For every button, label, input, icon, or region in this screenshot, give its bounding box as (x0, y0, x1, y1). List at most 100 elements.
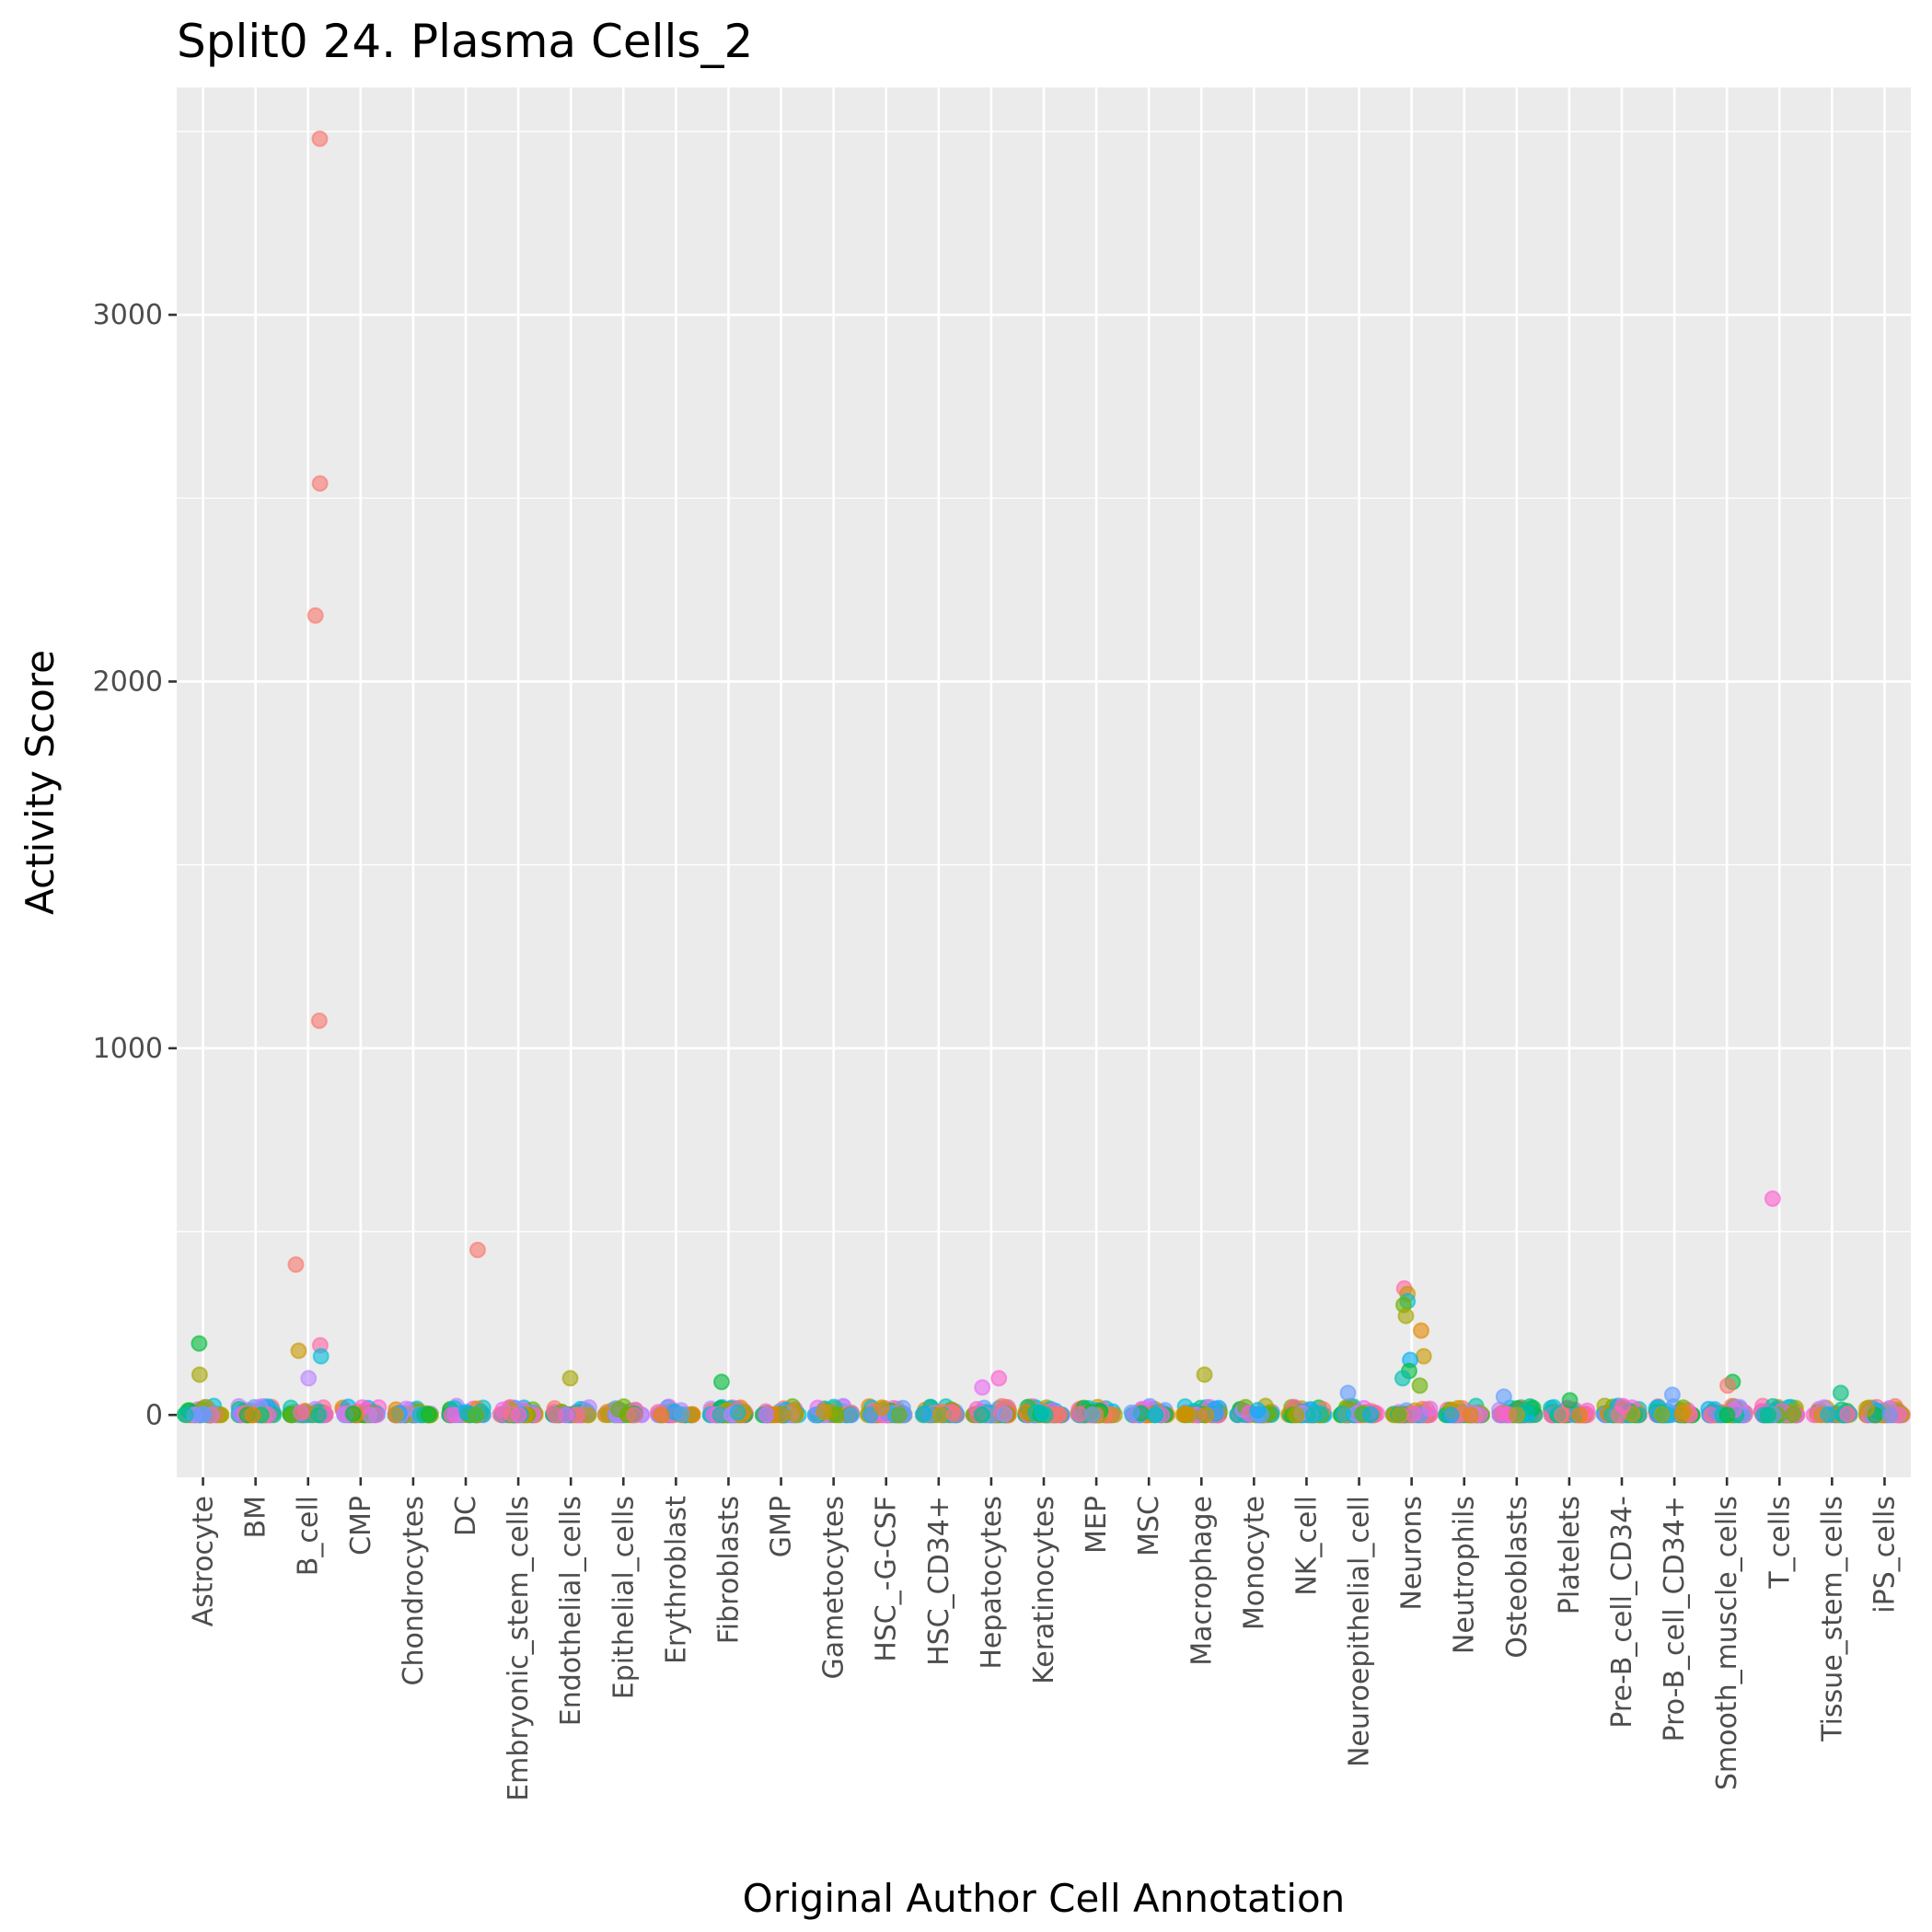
data-point (1462, 1406, 1479, 1424)
y-axis: 0 1000 2000 3000 (93, 299, 177, 1431)
x-tick-label: HSC_CD34+ (923, 1496, 955, 1666)
x-tick-label: BM (240, 1496, 272, 1538)
y-tick-label: 0 (145, 1399, 163, 1431)
x-tick-label: Pre-B_cell_CD34- (1606, 1496, 1638, 1729)
data-point-outlier (1832, 1384, 1849, 1402)
data-point-outlier (311, 475, 329, 492)
data-point (974, 1406, 991, 1424)
data-point (1034, 1405, 1051, 1422)
x-tick-label: MEP (1081, 1496, 1113, 1554)
data-point-outlier (1411, 1377, 1429, 1394)
data-point-outlier (1196, 1366, 1213, 1383)
data-point-outlier (712, 1373, 730, 1391)
data-point (996, 1406, 1013, 1423)
data-point (1614, 1397, 1632, 1415)
data-point (547, 1406, 564, 1424)
data-point (292, 1404, 309, 1421)
data-point (177, 1406, 194, 1424)
data-point-outlier (1339, 1384, 1357, 1402)
x-tick-label: GMP (766, 1496, 798, 1557)
y-tick-label: 3000 (93, 299, 163, 331)
x-tick-label: Keratinocytes (1028, 1496, 1060, 1684)
x-tick-label: Gametocytes (818, 1496, 850, 1680)
data-point-outlier (191, 1366, 208, 1383)
data-point-outlier (1764, 1190, 1781, 1208)
data-point (1405, 1406, 1422, 1423)
x-tick-label: Hepatocytes (976, 1496, 1008, 1670)
data-point (1361, 1406, 1379, 1423)
data-point (626, 1406, 643, 1424)
x-tick-label: HSC_-G-CSF (871, 1496, 903, 1662)
data-point (1288, 1406, 1305, 1424)
data-point-outlier (290, 1342, 307, 1359)
x-tick-label: Smooth_muscle_cells (1711, 1496, 1743, 1790)
data-point (1718, 1406, 1736, 1424)
data-point (758, 1406, 775, 1424)
data-point (1491, 1406, 1509, 1424)
data-point (1509, 1406, 1526, 1424)
x-tick-label: MSC (1133, 1496, 1165, 1556)
data-point (492, 1406, 509, 1423)
data-point-outlier (307, 607, 324, 624)
data-point (387, 1406, 404, 1424)
x-tick-label: Epithelial_cells (607, 1496, 640, 1699)
data-point-outlier (990, 1370, 1008, 1387)
data-point-outlier (1561, 1392, 1579, 1409)
chart-title: Split0 24. Plasma Cells_2 (177, 15, 753, 68)
data-point (1442, 1406, 1460, 1424)
x-tick-label: Platelets (1554, 1496, 1586, 1614)
data-point (932, 1406, 950, 1424)
data-point (1197, 1406, 1215, 1424)
data-point-outlier (1663, 1386, 1681, 1404)
data-point-outlier (1394, 1370, 1411, 1387)
data-point-outlier (561, 1370, 579, 1387)
data-point (772, 1406, 790, 1424)
x-tick-label: iPS_cells (1868, 1496, 1901, 1614)
data-point (729, 1404, 746, 1421)
y-tick-label: 2000 (93, 665, 163, 698)
data-point-outlier (1415, 1348, 1432, 1365)
x-tick-label: Macrophage (1186, 1496, 1218, 1666)
x-axis-title: Original Author Cell Annotation (743, 1876, 1346, 1921)
x-tick-label: Erythroblast (660, 1496, 692, 1664)
data-point (1760, 1406, 1777, 1424)
x-tick-label: Neurons (1396, 1496, 1429, 1611)
data-point (1857, 1400, 1875, 1417)
data-point (1553, 1406, 1570, 1424)
data-point (1653, 1406, 1671, 1423)
data-point (1147, 1406, 1164, 1424)
data-point (1305, 1406, 1323, 1424)
data-point (1571, 1406, 1589, 1424)
data-point (1335, 1406, 1352, 1423)
x-tick-label: Astrocyte (188, 1496, 220, 1626)
x-tick-label: DC (450, 1496, 482, 1536)
data-point (1421, 1400, 1439, 1417)
data-point-outlier (287, 1255, 305, 1273)
data-point (1521, 1397, 1539, 1415)
data-point (873, 1399, 891, 1417)
data-point (842, 1406, 860, 1424)
x-tick-label: Monocyte (1238, 1496, 1270, 1630)
data-point (1674, 1403, 1692, 1420)
data-point (1176, 1406, 1194, 1423)
data-point-outlier (1413, 1322, 1430, 1339)
data-point (915, 1405, 932, 1422)
data-point-outlier (1719, 1377, 1737, 1394)
data-point (1391, 1406, 1408, 1424)
data-point (673, 1406, 690, 1423)
data-point (443, 1406, 460, 1424)
data-point (890, 1406, 908, 1424)
data-point (420, 1406, 437, 1423)
data-point (1083, 1406, 1101, 1424)
x-tick-label: CMP (345, 1496, 377, 1556)
data-point (1123, 1404, 1140, 1421)
data-point (193, 1406, 211, 1424)
x-tick-label: Fibroblasts (712, 1496, 745, 1644)
data-point-outlier (311, 130, 329, 147)
data-point-outlier (974, 1379, 991, 1396)
data-point (787, 1406, 804, 1424)
x-tick-label: B_cell (293, 1496, 325, 1576)
x-tick-label: Osteoblasts (1501, 1496, 1533, 1659)
data-point (1249, 1402, 1267, 1419)
